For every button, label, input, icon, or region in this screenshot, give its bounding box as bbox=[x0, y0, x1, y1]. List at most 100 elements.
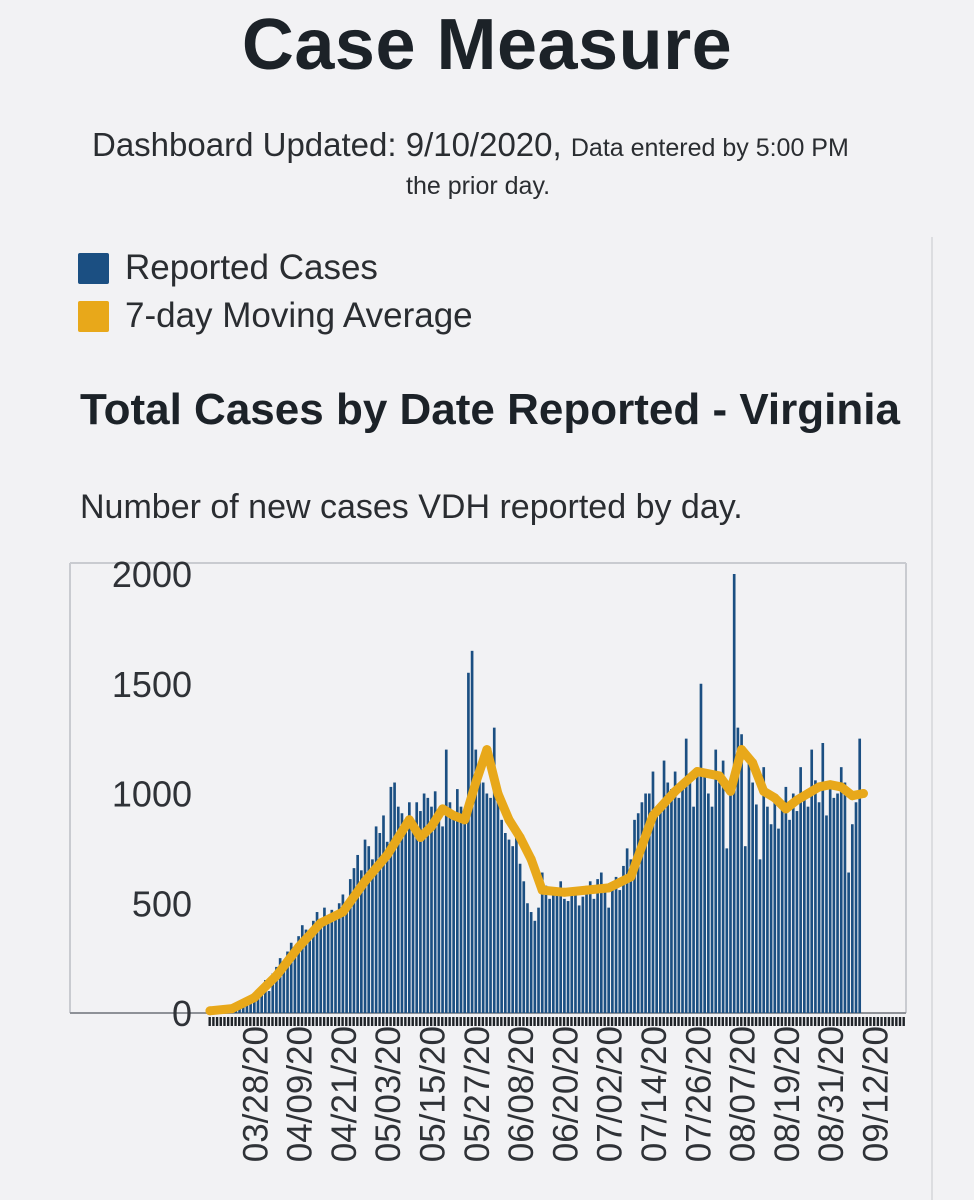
bar-reported-cases bbox=[622, 865, 625, 1013]
x-tick-label-group: 07/26/20 bbox=[679, 1026, 718, 1162]
x-minor-tick bbox=[610, 1017, 614, 1026]
bar-reported-cases bbox=[282, 962, 286, 1013]
moving-average-point bbox=[471, 778, 481, 787]
y-tick-label-500: 500 bbox=[132, 883, 192, 924]
x-minor-tick bbox=[496, 1017, 499, 1026]
x-minor-tick bbox=[806, 1017, 809, 1026]
x-tick-label-5: 05/27/20 bbox=[458, 1026, 497, 1162]
x-minor-tick bbox=[429, 1017, 433, 1026]
line-layer bbox=[205, 745, 868, 1016]
x-minor-tick bbox=[500, 1017, 503, 1026]
bar-reported-cases bbox=[300, 925, 304, 1013]
x-minor-tick bbox=[382, 1017, 385, 1026]
x-minor-tick bbox=[319, 1017, 322, 1026]
y-tick-label-0: 0 bbox=[172, 993, 192, 1034]
moving-average-point bbox=[537, 885, 547, 895]
legend-label-moving-average: 7-day Moving Average bbox=[125, 296, 473, 335]
x-minor-tick bbox=[754, 1017, 758, 1026]
x-minor-tick bbox=[415, 1017, 418, 1026]
x-tick-label-1: 04/09/20 bbox=[281, 1026, 320, 1162]
bar-reported-cases bbox=[459, 806, 463, 1013]
moving-average-point bbox=[847, 791, 857, 801]
bar-reported-cases bbox=[496, 782, 500, 1013]
moving-average-point bbox=[759, 786, 769, 796]
bar-reported-cases bbox=[821, 743, 825, 1013]
moving-average-point bbox=[836, 782, 846, 792]
x-minor-tick bbox=[385, 1017, 389, 1026]
bar-reported-cases bbox=[345, 909, 348, 1013]
moving-average-point bbox=[692, 767, 702, 776]
x-minor-tick bbox=[525, 1017, 529, 1026]
x-minor-tick bbox=[725, 1017, 728, 1026]
moving-average-point bbox=[526, 854, 536, 864]
bar-reported-cases bbox=[515, 828, 518, 1013]
bar-reported-cases bbox=[415, 802, 419, 1013]
legend-swatch-reported-cases bbox=[78, 252, 109, 284]
bar-reported-cases bbox=[540, 872, 544, 1013]
x-minor-tick bbox=[573, 1017, 577, 1026]
bar-reported-cases bbox=[271, 973, 275, 1013]
moving-average-point bbox=[726, 786, 735, 796]
x-minor-tick bbox=[762, 1017, 765, 1026]
x-minor-tick bbox=[706, 1017, 710, 1026]
bar-reported-cases bbox=[651, 771, 655, 1013]
bar-reported-cases bbox=[452, 815, 455, 1013]
bar-reported-cases bbox=[315, 912, 319, 1013]
x-minor-tick bbox=[537, 1017, 540, 1026]
bar-reported-cases bbox=[625, 848, 629, 1014]
bar-reported-cases bbox=[566, 901, 570, 1013]
x-tick-label-11: 08/07/20 bbox=[724, 1026, 763, 1162]
x-minor-tick bbox=[599, 1017, 603, 1026]
bar-reported-cases bbox=[249, 999, 252, 1013]
bar-reported-cases bbox=[559, 881, 563, 1013]
bar-reported-cases bbox=[323, 907, 326, 1013]
x-minor-tick bbox=[452, 1017, 455, 1026]
legend-item-reported-cases[interactable]: Reported Cases bbox=[78, 244, 473, 292]
bar-reported-cases bbox=[574, 894, 577, 1013]
bar-reported-cases bbox=[695, 771, 699, 1013]
bar-reported-cases bbox=[260, 986, 264, 1013]
legend-item-moving-average[interactable]: 7-day Moving Average bbox=[78, 292, 473, 340]
bar-reported-cases bbox=[755, 804, 758, 1013]
bar-reported-cases bbox=[810, 749, 814, 1013]
y-tick-label-1000: 1000 bbox=[112, 774, 192, 815]
x-minor-tick bbox=[533, 1017, 536, 1026]
x-minor-tick bbox=[304, 1017, 307, 1026]
bar-reported-cases bbox=[522, 881, 526, 1013]
bar-reported-cases bbox=[585, 887, 588, 1013]
x-minor-tick bbox=[895, 1017, 898, 1026]
bar-reported-cases bbox=[766, 806, 769, 1013]
x-minor-tick bbox=[256, 1017, 259, 1026]
bar-reported-cases bbox=[360, 870, 363, 1013]
x-minor-tick bbox=[418, 1017, 422, 1026]
moving-average-point bbox=[858, 789, 868, 798]
bar-reported-cases bbox=[518, 863, 522, 1013]
x-minor-tick bbox=[359, 1017, 363, 1026]
x-minor-tick bbox=[466, 1017, 470, 1026]
x-minor-tick bbox=[370, 1017, 374, 1026]
bar-reported-cases bbox=[278, 958, 282, 1014]
bar-reported-cases bbox=[245, 1000, 249, 1013]
x-minor-tick bbox=[651, 1017, 654, 1026]
x-minor-tick bbox=[666, 1017, 669, 1026]
bar-reported-cases bbox=[334, 916, 337, 1013]
moving-average-point bbox=[404, 815, 414, 825]
x-minor-tick bbox=[795, 1017, 798, 1026]
bar-reported-cases bbox=[647, 793, 651, 1013]
bar-reported-cases bbox=[511, 846, 515, 1013]
bar-reported-cases bbox=[441, 826, 444, 1013]
page-title: Case Measure bbox=[241, 5, 733, 85]
x-minor-tick bbox=[898, 1017, 902, 1026]
x-minor-tick bbox=[717, 1017, 721, 1026]
bar-reported-cases bbox=[533, 920, 537, 1013]
x-minor-tick bbox=[356, 1017, 359, 1026]
bar-reported-cases bbox=[326, 918, 330, 1013]
x-minor-tick bbox=[566, 1017, 569, 1026]
bar-reported-cases bbox=[714, 749, 718, 1013]
x-tick-label-10: 07/26/20 bbox=[679, 1026, 718, 1162]
bar-reported-cases bbox=[662, 760, 666, 1013]
bar-reported-cases bbox=[629, 859, 633, 1013]
x-minor-tick bbox=[836, 1017, 839, 1026]
bar-reported-cases bbox=[817, 802, 821, 1013]
bar-reported-cases bbox=[308, 940, 311, 1013]
